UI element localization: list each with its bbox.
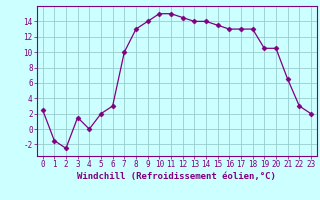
X-axis label: Windchill (Refroidissement éolien,°C): Windchill (Refroidissement éolien,°C): [77, 172, 276, 181]
